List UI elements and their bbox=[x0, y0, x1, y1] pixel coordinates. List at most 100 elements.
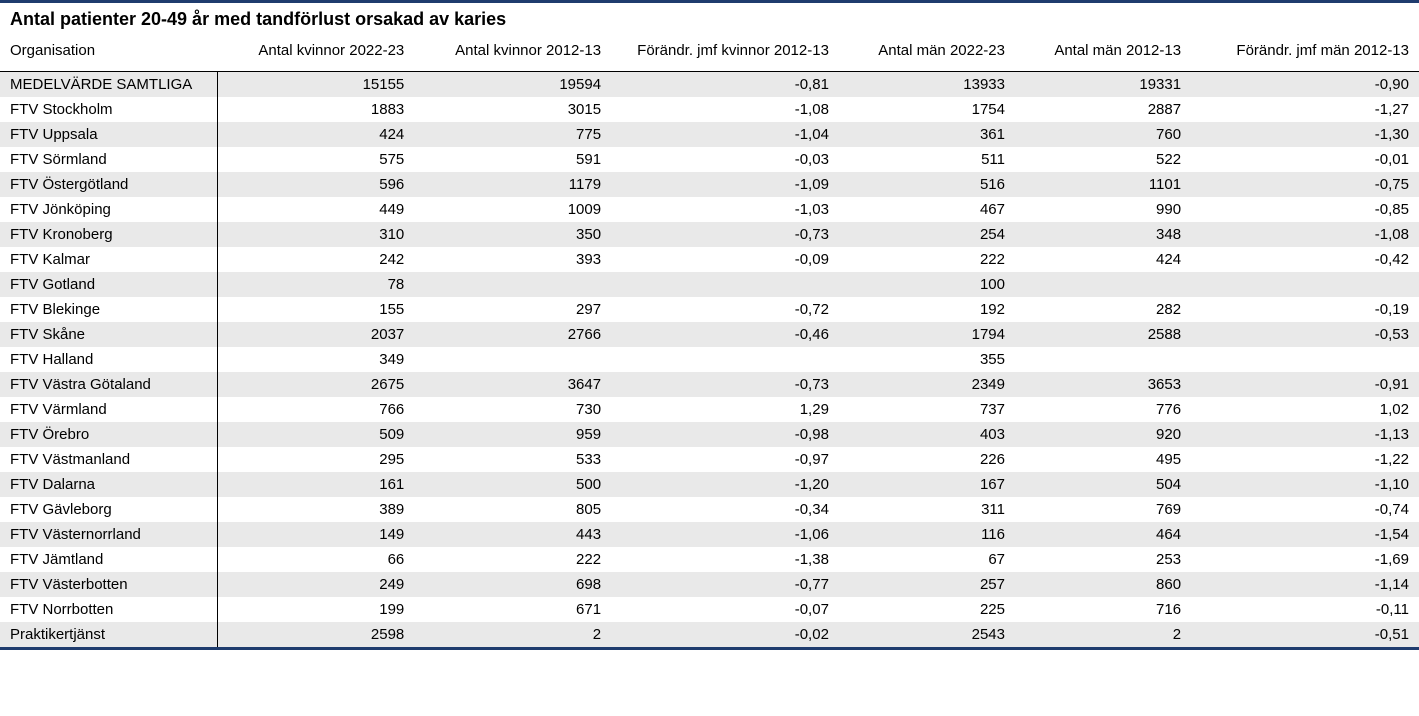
table-cell: -1,20 bbox=[611, 472, 839, 497]
table-cell: 310 bbox=[218, 222, 415, 247]
table-cell: -0,42 bbox=[1191, 247, 1419, 272]
table-cell: 349 bbox=[218, 347, 415, 372]
table-cell: 1883 bbox=[218, 97, 415, 122]
table-cell: 116 bbox=[839, 522, 1015, 547]
table-row: FTV Sörmland575591-0,03511522-0,01 bbox=[0, 147, 1419, 172]
table-cell: -0,34 bbox=[611, 497, 839, 522]
table-cell: 249 bbox=[218, 572, 415, 597]
table-cell: -1,14 bbox=[1191, 572, 1419, 597]
table-cell: 393 bbox=[414, 247, 611, 272]
table-cell: 3015 bbox=[414, 97, 611, 122]
table-cell: FTV Västernorrland bbox=[0, 522, 218, 547]
table-row: FTV Östergötland5961179-1,095161101-0,75 bbox=[0, 172, 1419, 197]
table-row: FTV Jämtland66222-1,3867253-1,69 bbox=[0, 547, 1419, 572]
table-cell: 15155 bbox=[218, 72, 415, 98]
table-cell: -0,11 bbox=[1191, 597, 1419, 622]
table-cell: -1,22 bbox=[1191, 447, 1419, 472]
table-cell: Praktikertjänst bbox=[0, 622, 218, 647]
table-cell: FTV Uppsala bbox=[0, 122, 218, 147]
table-cell: 257 bbox=[839, 572, 1015, 597]
table-cell: 2037 bbox=[218, 322, 415, 347]
table-cell: 242 bbox=[218, 247, 415, 272]
table-cell: 2887 bbox=[1015, 97, 1191, 122]
table-cell: 504 bbox=[1015, 472, 1191, 497]
table-cell: FTV Gotland bbox=[0, 272, 218, 297]
col-header-kvinnor-2012: Antal kvinnor 2012-13 bbox=[414, 34, 611, 72]
table-body: MEDELVÄRDE SAMTLIGA1515519594-0,81139331… bbox=[0, 72, 1419, 648]
table-cell: 1101 bbox=[1015, 172, 1191, 197]
table-cell: 13933 bbox=[839, 72, 1015, 98]
col-header-forandr-man: Förändr. jmf män 2012-13 bbox=[1191, 34, 1419, 72]
table-cell: FTV Värmland bbox=[0, 397, 218, 422]
table-row: Praktikertjänst25982-0,0225432-0,51 bbox=[0, 622, 1419, 647]
table-cell bbox=[611, 347, 839, 372]
table-cell: -0,51 bbox=[1191, 622, 1419, 647]
table-row: FTV Uppsala424775-1,04361760-1,30 bbox=[0, 122, 1419, 147]
table-cell: FTV Örebro bbox=[0, 422, 218, 447]
col-header-man-2012: Antal män 2012-13 bbox=[1015, 34, 1191, 72]
table-cell: -1,08 bbox=[611, 97, 839, 122]
table-cell bbox=[1191, 272, 1419, 297]
table-cell: -1,54 bbox=[1191, 522, 1419, 547]
table-cell: -1,03 bbox=[611, 197, 839, 222]
table-cell: 2588 bbox=[1015, 322, 1191, 347]
table-cell: 860 bbox=[1015, 572, 1191, 597]
table-cell: 500 bbox=[414, 472, 611, 497]
table-cell: -0,01 bbox=[1191, 147, 1419, 172]
table-cell: -1,27 bbox=[1191, 97, 1419, 122]
table-cell: 66 bbox=[218, 547, 415, 572]
table-row: FTV Värmland7667301,297377761,02 bbox=[0, 397, 1419, 422]
table-cell: -0,03 bbox=[611, 147, 839, 172]
table-cell: 226 bbox=[839, 447, 1015, 472]
table-cell: -1,69 bbox=[1191, 547, 1419, 572]
table-cell: 990 bbox=[1015, 197, 1191, 222]
table-cell: 1794 bbox=[839, 322, 1015, 347]
table-cell: -0,02 bbox=[611, 622, 839, 647]
table-row: MEDELVÄRDE SAMTLIGA1515519594-0,81139331… bbox=[0, 72, 1419, 98]
table-cell: 730 bbox=[414, 397, 611, 422]
table-cell: -1,04 bbox=[611, 122, 839, 147]
table-cell bbox=[1015, 347, 1191, 372]
table-cell: -0,74 bbox=[1191, 497, 1419, 522]
table-cell: -0,72 bbox=[611, 297, 839, 322]
data-table: Organisation Antal kvinnor 2022-23 Antal… bbox=[0, 34, 1419, 647]
table-cell bbox=[414, 347, 611, 372]
table-cell: 424 bbox=[1015, 247, 1191, 272]
table-cell: 698 bbox=[414, 572, 611, 597]
table-cell: 516 bbox=[839, 172, 1015, 197]
table-cell: 509 bbox=[218, 422, 415, 447]
table-cell: FTV Dalarna bbox=[0, 472, 218, 497]
col-header-man-2022: Antal män 2022-23 bbox=[839, 34, 1015, 72]
report-title: Antal patienter 20-49 år med tandförlust… bbox=[0, 3, 1419, 34]
table-cell: -0,91 bbox=[1191, 372, 1419, 397]
table-cell: -0,77 bbox=[611, 572, 839, 597]
table-cell: 522 bbox=[1015, 147, 1191, 172]
col-header-kvinnor-2022: Antal kvinnor 2022-23 bbox=[218, 34, 415, 72]
table-cell: 775 bbox=[414, 122, 611, 147]
table-cell: 253 bbox=[1015, 547, 1191, 572]
table-cell: 225 bbox=[839, 597, 1015, 622]
table-cell: FTV Sörmland bbox=[0, 147, 218, 172]
table-cell: -0,73 bbox=[611, 222, 839, 247]
table-cell: FTV Västmanland bbox=[0, 447, 218, 472]
table-row: FTV Västra Götaland26753647-0,7323493653… bbox=[0, 372, 1419, 397]
table-cell: 311 bbox=[839, 497, 1015, 522]
table-cell: 2 bbox=[414, 622, 611, 647]
table-cell: FTV Kalmar bbox=[0, 247, 218, 272]
table-row: FTV Kalmar242393-0,09222424-0,42 bbox=[0, 247, 1419, 272]
table-cell: 737 bbox=[839, 397, 1015, 422]
table-cell: FTV Blekinge bbox=[0, 297, 218, 322]
table-cell bbox=[611, 272, 839, 297]
table-cell: 19594 bbox=[414, 72, 611, 98]
table-cell: 1179 bbox=[414, 172, 611, 197]
table-cell: 596 bbox=[218, 172, 415, 197]
table-cell: -0,90 bbox=[1191, 72, 1419, 98]
table-cell: -1,10 bbox=[1191, 472, 1419, 497]
table-cell: -1,06 bbox=[611, 522, 839, 547]
table-cell: 424 bbox=[218, 122, 415, 147]
table-cell: 1009 bbox=[414, 197, 611, 222]
table-cell: 2349 bbox=[839, 372, 1015, 397]
table-cell: 464 bbox=[1015, 522, 1191, 547]
table-cell: FTV Jönköping bbox=[0, 197, 218, 222]
table-cell bbox=[1015, 272, 1191, 297]
